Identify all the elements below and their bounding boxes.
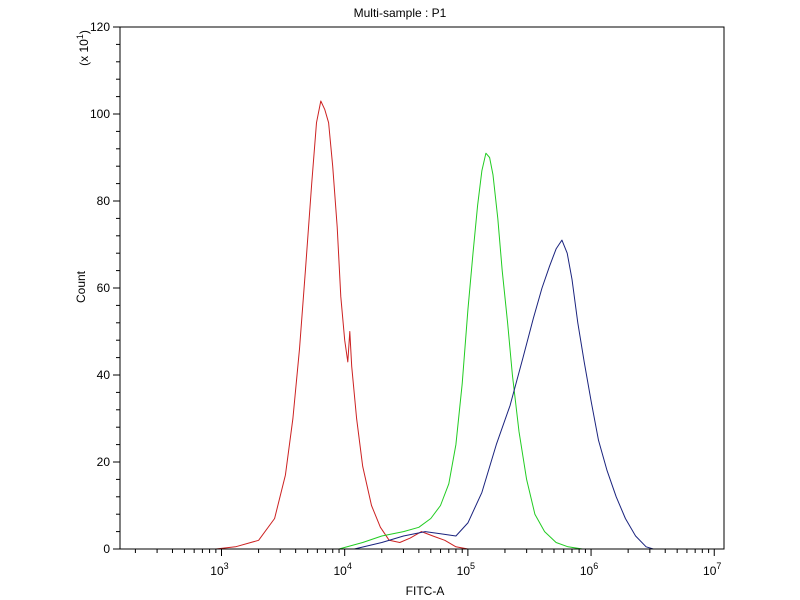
y-scale-note-text: (x 10 [77, 39, 91, 66]
chart-title: Multi-sample : P1 [354, 6, 447, 20]
y-scale-note: (x 101) [75, 30, 91, 66]
y-scale-exponent: 1 [75, 34, 85, 39]
x-axis-label: FITC-A [406, 584, 445, 598]
x-axis: 103 104 105 106 107 [134, 549, 721, 578]
plot-frame [119, 26, 725, 550]
y-tick-label: 40 [97, 368, 111, 382]
y-tick-label: 100 [90, 107, 110, 121]
svg-text:(x 101): (x 101) [75, 30, 91, 66]
y-tick-label: 120 [90, 20, 110, 34]
series-line-2 [338, 152, 583, 550]
y-tick-label: 80 [97, 194, 111, 208]
y-tick-label: 0 [103, 542, 110, 556]
x-tick-label: 105 [457, 561, 475, 578]
y-tick-label: 60 [97, 281, 111, 295]
x-tick-label: 104 [333, 561, 351, 578]
x-tick-label: 106 [580, 561, 598, 578]
series-group [215, 100, 654, 550]
y-tick-label: 20 [97, 455, 111, 469]
x-tick-label: 103 [210, 561, 228, 578]
series-line-1 [215, 100, 482, 550]
series-line-3 [354, 239, 654, 550]
x-tick-label: 107 [703, 561, 721, 578]
y-axis: 0 20 40 60 80 100 120 [90, 20, 120, 556]
y-scale-close: ) [77, 30, 91, 34]
y-axis-label: Count [74, 270, 88, 303]
